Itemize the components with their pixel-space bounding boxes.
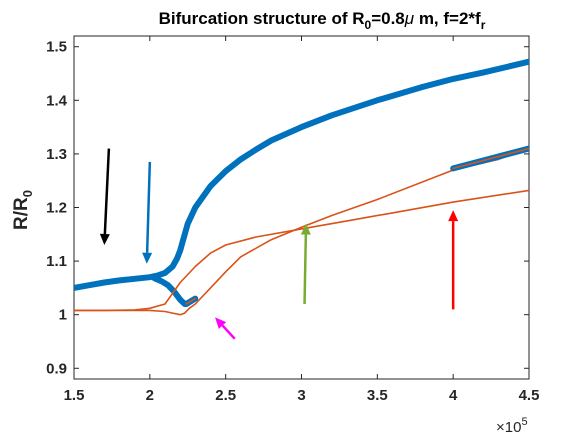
title-sub2: r bbox=[481, 18, 486, 32]
title-suffix: m, f=2*f bbox=[414, 9, 481, 28]
x-multiplier-exp: 5 bbox=[521, 416, 527, 428]
chart-title: Bifurcation structure of R0=0.8μ m, f=2*… bbox=[159, 9, 486, 32]
series-line-stable bbox=[74, 58, 529, 291]
x-tick-label: 3 bbox=[297, 387, 305, 404]
ylabel-main: R/R bbox=[11, 197, 32, 230]
x-tick-label: 2 bbox=[146, 387, 154, 404]
title-prefix: Bifurcation structure of R bbox=[159, 9, 365, 28]
annotation-arrow-head bbox=[99, 233, 110, 246]
series-group bbox=[74, 58, 529, 316]
y-tick-label: 1.5 bbox=[46, 39, 67, 56]
x-tick-label: 4.5 bbox=[519, 387, 540, 404]
x-tick-label: 4 bbox=[449, 387, 458, 404]
axes-box bbox=[73, 35, 530, 380]
annotation-arrow-shaft bbox=[103, 148, 111, 235]
series-line-unstable-over bbox=[452, 147, 529, 170]
annotation-arrow-head bbox=[448, 210, 459, 222]
series-line-unstable bbox=[74, 147, 529, 316]
ylabel-sub: 0 bbox=[20, 190, 35, 197]
y-tick-label: 1 bbox=[59, 307, 67, 324]
plot-area: 1.5 2 2.5 3 3.5 4 4.5 0.9 1 1.1 1.2 1.3 1.4 1.5 bbox=[46, 35, 540, 404]
annotation-arrow-head bbox=[142, 252, 153, 264]
title-sub: 0 bbox=[365, 18, 372, 32]
x-axis-multiplier: ×105 bbox=[496, 416, 528, 436]
y-axis-label: R/R0 bbox=[11, 190, 35, 230]
title-mu: μ bbox=[404, 9, 415, 28]
annotation-arrow-head bbox=[215, 317, 227, 329]
series-line-unstable-over bbox=[185, 297, 197, 305]
series-line-stable bbox=[151, 275, 188, 307]
annotation-arrow-head bbox=[300, 223, 311, 235]
x-multiplier-base: ×10 bbox=[496, 419, 521, 436]
y-tick-label: 1.1 bbox=[46, 253, 67, 270]
y-tick-label: 0.9 bbox=[46, 360, 67, 377]
y-tick-label: 1.2 bbox=[46, 200, 67, 217]
annotation-arrow-shaft bbox=[303, 234, 308, 304]
annotation-arrow-shaft bbox=[145, 161, 152, 253]
y-tick-label: 1.3 bbox=[46, 146, 67, 163]
series-line-unstable bbox=[74, 189, 529, 312]
x-tick-label: 1.5 bbox=[64, 387, 85, 404]
title-middle: =0.8 bbox=[371, 9, 405, 28]
annotation-arrow-shaft bbox=[221, 324, 236, 340]
x-tick-label: 2.5 bbox=[215, 387, 236, 404]
y-tick-label: 1.4 bbox=[46, 92, 68, 109]
x-tick-label: 3.5 bbox=[367, 387, 388, 404]
